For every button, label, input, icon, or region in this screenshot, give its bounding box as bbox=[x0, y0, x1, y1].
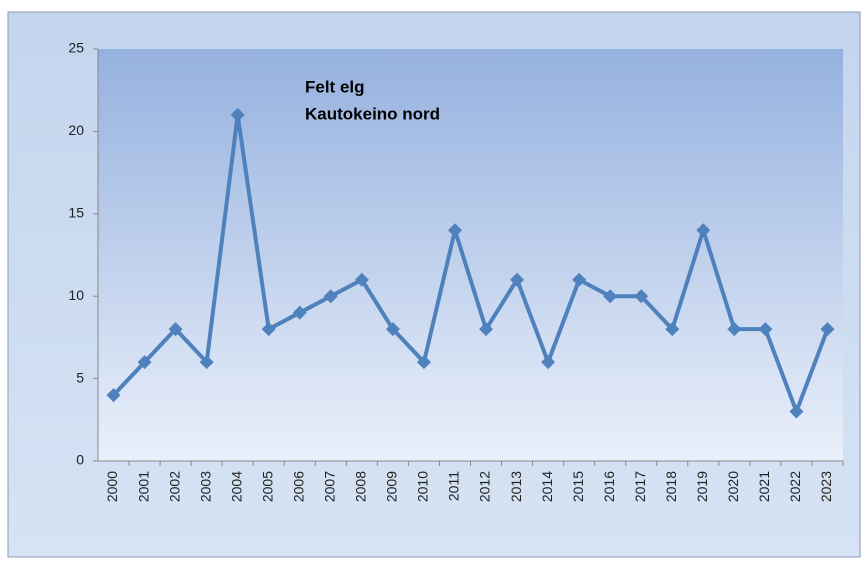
y-tick-label: 5 bbox=[76, 369, 84, 385]
marker bbox=[323, 289, 338, 304]
marker bbox=[354, 272, 369, 287]
marker bbox=[261, 322, 276, 337]
line-series bbox=[112, 112, 830, 414]
marker bbox=[789, 404, 804, 419]
chart-title: Felt elg bbox=[305, 77, 365, 96]
marker bbox=[572, 272, 587, 287]
x-tick-label: 2003 bbox=[197, 471, 213, 502]
marker bbox=[727, 322, 742, 337]
x-tick-label: 2021 bbox=[756, 471, 772, 502]
marker bbox=[230, 107, 245, 122]
marker bbox=[758, 322, 773, 337]
x-tick-label: 2008 bbox=[353, 471, 369, 502]
x-tick-label: 2000 bbox=[104, 471, 120, 502]
x-tick-label: 2013 bbox=[508, 471, 524, 502]
y-tick-label: 10 bbox=[68, 287, 84, 303]
x-tick-label: 2016 bbox=[601, 471, 617, 502]
x-tick-label: 2023 bbox=[818, 471, 834, 502]
x-tick-label: 2004 bbox=[228, 471, 244, 502]
y-tick-label: 20 bbox=[68, 122, 84, 138]
marker bbox=[137, 355, 152, 370]
marker bbox=[168, 322, 183, 337]
x-tick-label: 2020 bbox=[725, 471, 741, 502]
marker bbox=[696, 223, 711, 238]
x-tick-label: 2009 bbox=[384, 471, 400, 502]
marker bbox=[820, 322, 835, 337]
marker bbox=[385, 322, 400, 337]
x-tick-label: 2011 bbox=[446, 471, 462, 501]
y-tick-label: 0 bbox=[76, 452, 84, 468]
x-tick-label: 2017 bbox=[632, 471, 648, 502]
chart-subtitle: Kautokeino nord bbox=[305, 104, 440, 123]
marker bbox=[634, 289, 649, 304]
x-tick-label: 2010 bbox=[415, 471, 431, 502]
x-tick-label: 2022 bbox=[787, 471, 803, 502]
marker bbox=[416, 355, 431, 370]
y-tick-label: 25 bbox=[68, 40, 84, 56]
marker bbox=[541, 355, 556, 370]
marker bbox=[199, 355, 214, 370]
x-tick-label: 2012 bbox=[477, 471, 493, 502]
x-tick-label: 2005 bbox=[259, 471, 275, 502]
y-tick-label: 15 bbox=[68, 205, 84, 221]
x-tick-label: 2015 bbox=[570, 471, 586, 502]
x-tick-label: 2019 bbox=[694, 471, 710, 502]
x-tick-label: 2014 bbox=[539, 471, 555, 502]
x-tick-label: 2018 bbox=[663, 471, 679, 502]
marker bbox=[292, 305, 307, 320]
marker bbox=[510, 272, 525, 287]
x-tick-label: 2002 bbox=[166, 471, 182, 502]
marker bbox=[603, 289, 618, 304]
x-tick-label: 2006 bbox=[290, 471, 306, 502]
marker bbox=[447, 223, 462, 238]
marker bbox=[106, 388, 121, 403]
x-tick-label: 2007 bbox=[322, 471, 338, 502]
x-tick-label: 2001 bbox=[135, 471, 151, 502]
plot-area bbox=[98, 49, 843, 461]
marker bbox=[479, 322, 494, 337]
marker bbox=[665, 322, 680, 337]
